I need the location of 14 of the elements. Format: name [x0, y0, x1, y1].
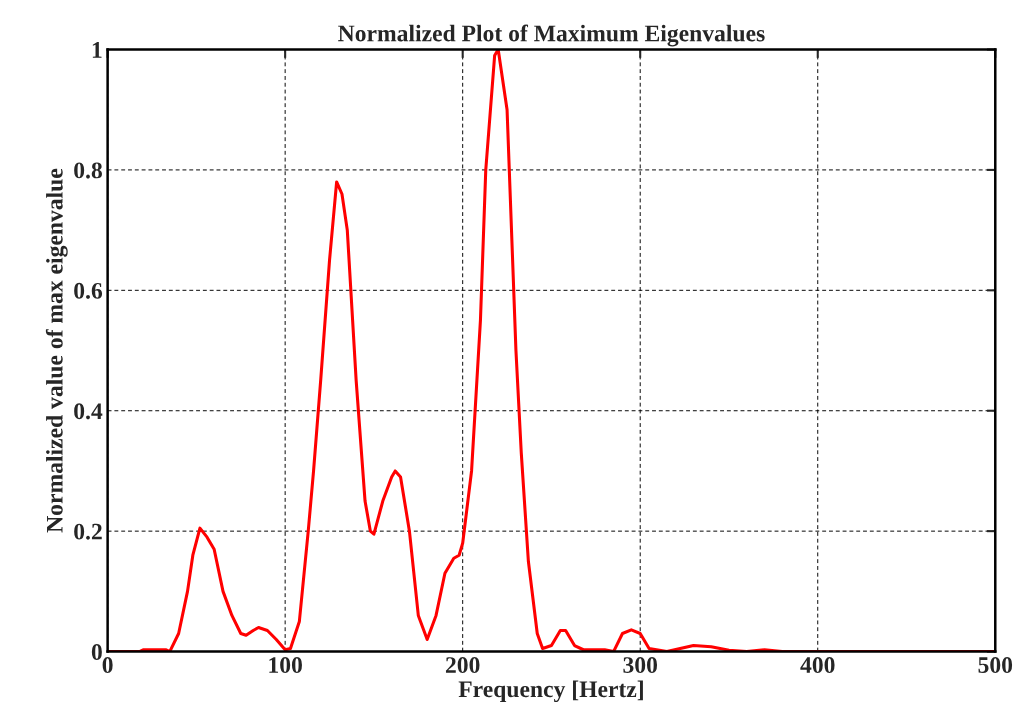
x-tick-label: 200 [445, 657, 480, 674]
y-tick-label: 1 [92, 42, 102, 58]
y-tick-label: 0.2 [74, 523, 102, 540]
chart-title: Normalized Plot of Maximum Eigenvalues [338, 24, 765, 47]
y-tick-label: 0 [91, 644, 102, 660]
y-axis-title: Normalized value of max eigenvalue [45, 168, 68, 533]
x-tick-label: 100 [269, 657, 302, 674]
y-tick-label: 0.6 [74, 282, 103, 299]
y-tick-label: 0.8 [74, 162, 102, 179]
x-tick-label: 400 [800, 657, 835, 674]
x-tick-label: 500 [978, 657, 1013, 674]
x-axis-title: Frequency [Hertz] [458, 680, 643, 703]
y-tick-label: 0.4 [74, 403, 103, 420]
x-tick-label: 300 [623, 657, 658, 674]
